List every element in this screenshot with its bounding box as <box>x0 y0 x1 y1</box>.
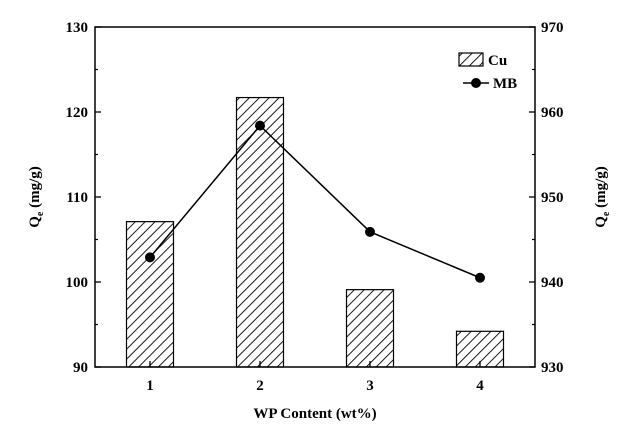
y-right-tick-label: 930 <box>541 360 564 376</box>
point-mb-2 <box>255 120 265 131</box>
x-tick-label: 2 <box>256 378 264 394</box>
y-axis-left: 90 100 110 120 130 <box>66 20 101 376</box>
y-left-tick-label: 100 <box>66 275 89 291</box>
x-tick-label: 3 <box>366 378 374 394</box>
x-axis: 1 2 3 4 <box>146 361 484 394</box>
bar-cu-2 <box>235 96 285 368</box>
y-axis-right-label: Qe (mg/g) <box>593 166 612 228</box>
y-axis-left-label: Qe (mg/g) <box>27 166 46 228</box>
point-mb-1 <box>145 252 155 263</box>
y-right-tick-label: 950 <box>541 190 564 206</box>
bar-cu-1 <box>125 221 175 368</box>
x-tick-label: 4 <box>476 378 484 394</box>
y-left-tick-label: 120 <box>66 105 89 121</box>
y-left-tick-label: 90 <box>73 360 88 376</box>
x-tick-label: 1 <box>146 378 154 394</box>
y-left-tick-label: 110 <box>66 190 88 206</box>
bar-series-cu <box>125 96 505 368</box>
line-mb <box>149 124 481 279</box>
bar-cu-3 <box>345 289 395 368</box>
legend: Cu MB <box>458 52 517 92</box>
point-mb-4 <box>475 272 485 283</box>
y-right-tick-label: 960 <box>541 105 564 121</box>
legend-label-mb: MB <box>493 76 517 92</box>
y-right-tick-label: 970 <box>541 20 564 36</box>
legend-swatch-cu <box>458 52 484 67</box>
y-left-tick-label: 130 <box>66 20 89 36</box>
y-right-tick-label: 940 <box>541 275 564 291</box>
x-axis-label: WP Content (wt%) <box>253 406 376 422</box>
line-series-mb <box>145 120 485 283</box>
point-mb-3 <box>365 226 375 237</box>
y-axis-right: 930 940 950 960 970 <box>529 20 564 376</box>
legend-label-cu: Cu <box>488 53 507 69</box>
legend-marker-mb <box>471 78 481 88</box>
